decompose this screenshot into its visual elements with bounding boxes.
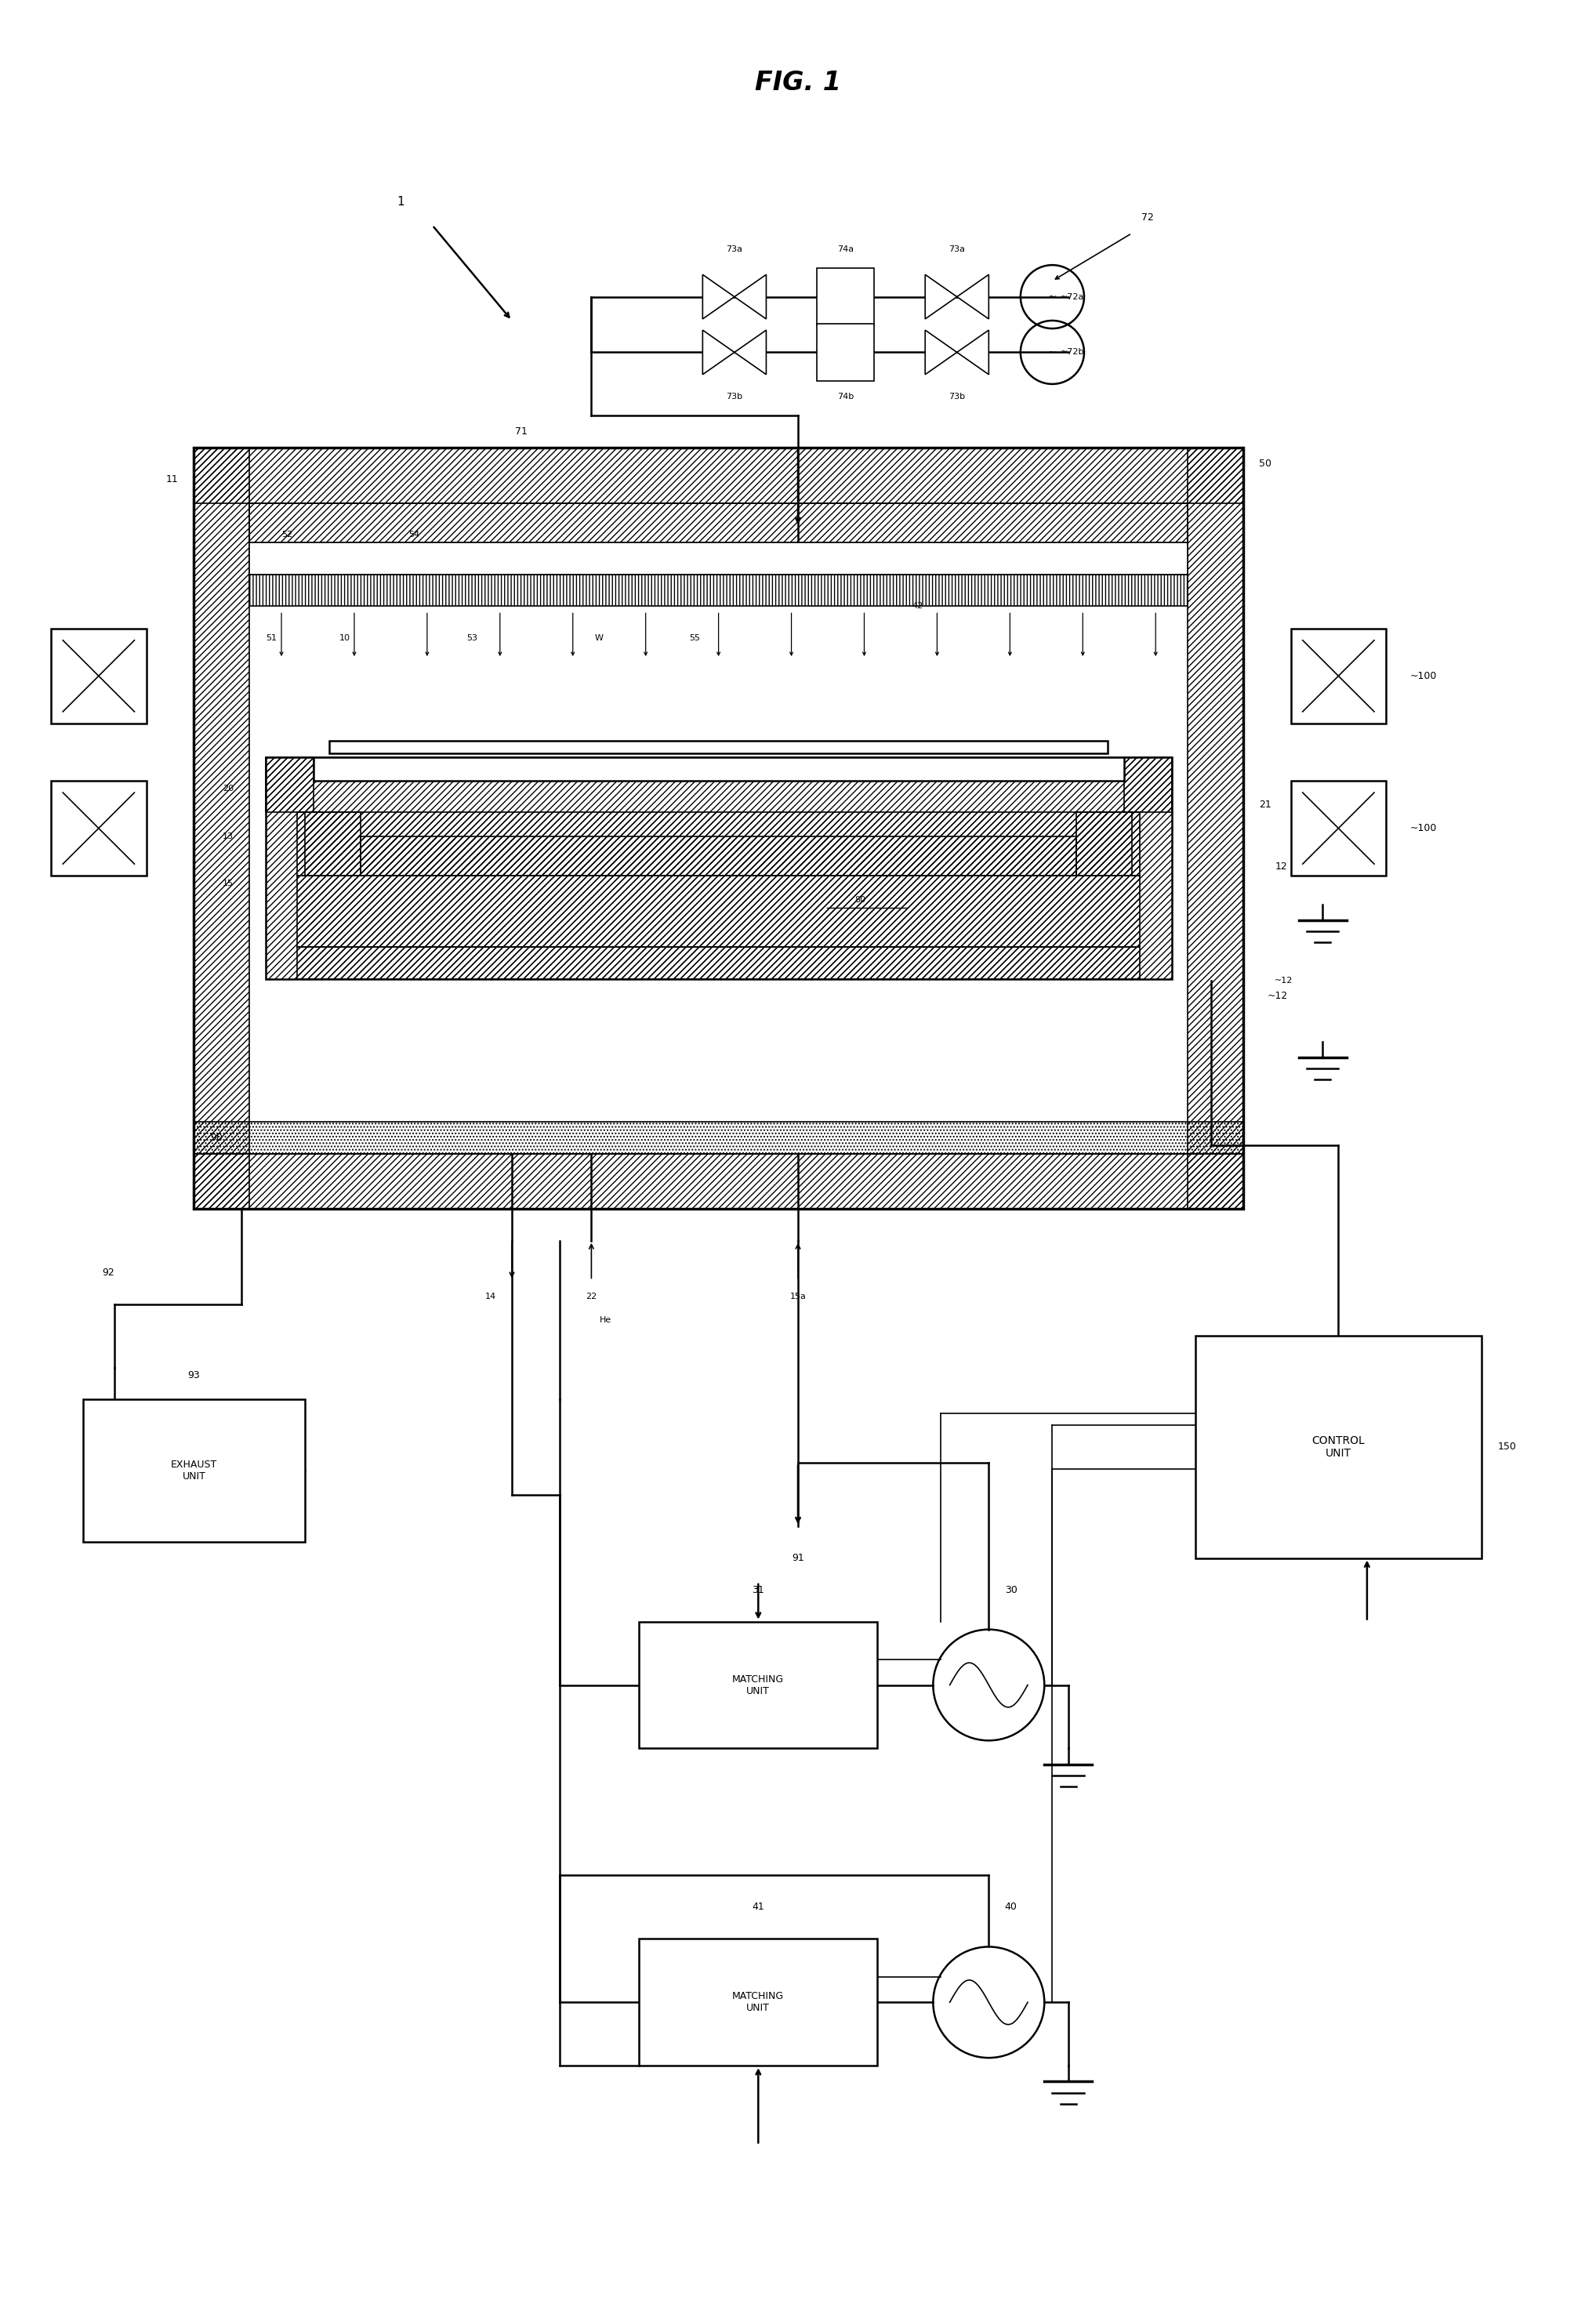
Text: 20: 20 — [223, 784, 233, 794]
Text: 14: 14 — [485, 1292, 496, 1301]
Text: 15: 15 — [223, 879, 233, 888]
Polygon shape — [702, 330, 734, 374]
Text: 90: 90 — [211, 1133, 222, 1142]
Text: 1: 1 — [397, 196, 404, 208]
Text: He: He — [600, 1317, 611, 1324]
Text: ~72a: ~72a — [1060, 293, 1084, 300]
Bar — [265, 757, 1171, 978]
Text: ~100: ~100 — [1409, 824, 1436, 833]
Bar — [195, 1121, 1243, 1154]
Text: 30: 30 — [1004, 1585, 1017, 1594]
Text: 55: 55 — [689, 634, 701, 641]
Text: 42: 42 — [911, 602, 922, 609]
Bar — [249, 503, 1187, 542]
Bar — [195, 448, 1243, 503]
Bar — [297, 948, 1140, 978]
Text: 50: 50 — [1259, 459, 1272, 468]
Text: 73a: 73a — [726, 245, 742, 254]
Text: 80: 80 — [854, 895, 865, 904]
Text: 52: 52 — [281, 531, 292, 538]
Text: 93: 93 — [188, 1370, 200, 1380]
Text: 150: 150 — [1497, 1442, 1516, 1451]
Bar — [1195, 1336, 1481, 1557]
Text: MATCHING
UNIT: MATCHING UNIT — [733, 1991, 784, 2014]
Bar — [83, 1400, 305, 1541]
Text: W: W — [595, 634, 603, 641]
Bar — [195, 448, 1243, 1209]
Text: ~100: ~100 — [1409, 671, 1436, 681]
Text: 41: 41 — [752, 1901, 764, 1913]
Text: 12: 12 — [1275, 861, 1288, 872]
Bar — [1291, 780, 1385, 877]
Text: 72: 72 — [1141, 212, 1154, 221]
Bar — [305, 812, 361, 877]
Text: 40: 40 — [1004, 1901, 1017, 1913]
Bar — [249, 574, 1187, 607]
Bar — [297, 877, 1140, 948]
Text: 11: 11 — [166, 475, 179, 484]
Polygon shape — [926, 330, 958, 374]
Text: ~: ~ — [1047, 291, 1057, 302]
Text: 31: 31 — [752, 1585, 764, 1594]
Bar — [1187, 448, 1243, 1209]
Text: ~12: ~12 — [1275, 976, 1293, 985]
Bar — [297, 812, 1140, 877]
Text: ~12: ~12 — [1267, 990, 1288, 1001]
Text: 92: 92 — [102, 1267, 115, 1278]
Text: 71: 71 — [516, 427, 528, 436]
Polygon shape — [734, 330, 766, 374]
Text: MATCHING
UNIT: MATCHING UNIT — [733, 1675, 784, 1696]
Bar — [817, 268, 875, 325]
Text: 13: 13 — [223, 833, 233, 840]
Text: ~: ~ — [1047, 346, 1057, 358]
Text: 91: 91 — [792, 1553, 804, 1564]
Bar — [1124, 757, 1171, 812]
Bar — [1076, 812, 1132, 877]
Text: 54: 54 — [409, 531, 420, 538]
Polygon shape — [702, 275, 734, 318]
Text: 73a: 73a — [948, 245, 966, 254]
Bar — [51, 780, 147, 877]
Bar — [817, 323, 875, 381]
Bar — [329, 741, 1108, 754]
Bar — [638, 1938, 878, 2065]
Text: 22: 22 — [586, 1292, 597, 1301]
Text: 73b: 73b — [948, 392, 966, 401]
Text: 10: 10 — [340, 634, 351, 641]
Bar — [195, 1154, 1243, 1209]
Text: CONTROL
UNIT: CONTROL UNIT — [1312, 1435, 1365, 1458]
Bar — [638, 1622, 878, 1749]
Text: 53: 53 — [466, 634, 477, 641]
Text: 74b: 74b — [838, 392, 854, 401]
Bar — [265, 757, 313, 812]
Text: 51: 51 — [265, 634, 276, 641]
Bar — [313, 757, 1124, 780]
Bar — [195, 448, 249, 1209]
Text: 73b: 73b — [726, 392, 742, 401]
Polygon shape — [926, 275, 958, 318]
Polygon shape — [958, 330, 990, 374]
Bar — [361, 835, 1076, 877]
Bar — [51, 628, 147, 724]
Text: EXHAUST
UNIT: EXHAUST UNIT — [171, 1460, 217, 1481]
Text: 15a: 15a — [790, 1292, 806, 1301]
Text: FIG. 1: FIG. 1 — [755, 69, 841, 95]
Bar — [249, 542, 1187, 574]
Polygon shape — [734, 275, 766, 318]
Text: ~72b: ~72b — [1060, 348, 1084, 355]
Bar — [1291, 628, 1385, 724]
Polygon shape — [958, 275, 990, 318]
Text: 21: 21 — [1259, 798, 1272, 810]
Text: 74a: 74a — [838, 245, 854, 254]
